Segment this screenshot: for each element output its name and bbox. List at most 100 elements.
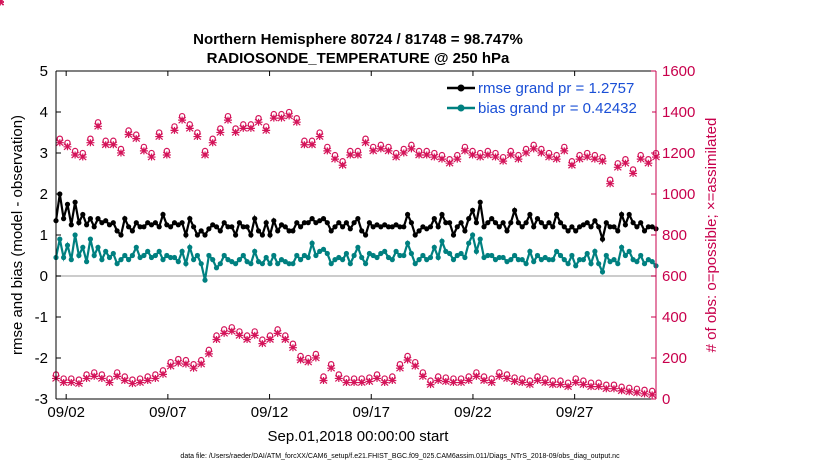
obs-possible-point xyxy=(243,332,252,343)
rmse-point xyxy=(217,228,223,234)
rmse-point xyxy=(492,220,499,226)
bias-point xyxy=(64,242,71,248)
obs-assimilated-marker xyxy=(625,388,634,396)
rmse-point xyxy=(489,216,495,222)
bias-point xyxy=(152,252,158,259)
bias-point xyxy=(603,252,609,259)
rmse-point xyxy=(481,224,487,230)
obs-possible-point xyxy=(422,147,431,159)
obs-possible-point xyxy=(124,127,133,138)
bias-point xyxy=(290,261,296,267)
bias-point xyxy=(122,252,128,259)
obs-possible-point xyxy=(537,145,546,157)
bias-point xyxy=(588,261,594,267)
obs-possible-point xyxy=(583,149,592,161)
obs-assimilated-marker xyxy=(308,141,317,149)
rmse-point xyxy=(122,216,128,222)
bias-point xyxy=(133,244,139,250)
bias-point xyxy=(615,261,621,267)
obs-assimilated-marker xyxy=(629,169,638,177)
obs-possible-point xyxy=(330,151,339,163)
obs-possible-point xyxy=(78,149,87,161)
obs-possible-point xyxy=(120,373,129,384)
y2-tick-label: 400 xyxy=(662,309,687,326)
plot-background xyxy=(56,71,656,399)
obs-possible-point xyxy=(395,361,404,372)
obs-possible-point xyxy=(269,110,278,122)
bias-point xyxy=(217,261,223,267)
bias-point xyxy=(523,261,529,267)
rmse-point xyxy=(259,232,265,238)
rmse-point xyxy=(263,220,269,226)
obs-possible-point xyxy=(189,361,198,372)
obs-possible-point xyxy=(445,155,454,167)
rmse-point xyxy=(569,224,575,230)
bias-point xyxy=(198,261,204,267)
obs-assimilated-marker xyxy=(365,378,374,386)
rmse-point xyxy=(141,224,147,230)
obs-possible-point xyxy=(384,143,393,155)
obs-assimilated-marker xyxy=(407,145,416,153)
obs-possible-point xyxy=(373,371,382,382)
bias-point xyxy=(332,257,338,263)
y-tick-label: 3 xyxy=(40,145,48,162)
rmse-point xyxy=(431,216,437,222)
rmse-point xyxy=(221,220,227,226)
rmse-point xyxy=(619,211,625,218)
obs-assimilated-marker xyxy=(590,155,599,163)
obs-possible-point xyxy=(533,373,542,384)
obs-possible-point xyxy=(369,143,378,155)
rmse-point xyxy=(286,228,292,234)
bias-point xyxy=(282,259,288,265)
obs-possible-point xyxy=(522,145,531,157)
y-tick-label: 4 xyxy=(40,104,48,121)
bias-point xyxy=(106,254,113,261)
bias-point xyxy=(626,248,632,254)
obs-assimilated-marker xyxy=(216,128,225,136)
bias-point xyxy=(565,261,571,267)
obs-possible-point xyxy=(491,149,500,161)
bias-point xyxy=(443,248,449,254)
obs-possible-point xyxy=(159,367,168,378)
obs-assimilated-marker xyxy=(369,147,378,155)
obs-possible-point xyxy=(434,373,443,384)
rmse-point xyxy=(61,216,67,222)
bias-point xyxy=(473,248,479,254)
rmse-point xyxy=(252,216,258,222)
obs-assimilated-marker xyxy=(583,153,592,161)
obs-assimilated-marker xyxy=(269,114,278,122)
obs-possible-point xyxy=(483,147,492,159)
obs-possible-point xyxy=(71,147,80,159)
y2-axis-label: # of obs: o=possible; ×=assimilated xyxy=(703,118,720,353)
bias-point xyxy=(393,248,399,254)
rmse-point xyxy=(114,228,120,234)
bias-point xyxy=(500,254,506,261)
obs-possible-point xyxy=(529,141,538,153)
bias-point xyxy=(156,248,162,254)
obs-possible-point xyxy=(476,149,485,161)
obs-possible-point xyxy=(418,369,427,380)
obs-assimilated-marker xyxy=(63,143,72,151)
obs-assimilated-marker xyxy=(136,379,145,387)
rmse-point xyxy=(160,211,166,218)
rmse-point xyxy=(641,228,648,234)
obs-assimilated-marker xyxy=(97,374,106,382)
obs-assimilated-marker xyxy=(437,155,446,163)
bias-point xyxy=(255,259,262,265)
bias-point xyxy=(126,257,132,263)
rmse-point xyxy=(485,220,491,226)
bias-point xyxy=(427,254,434,261)
rmse-point xyxy=(366,220,372,226)
obs-assimilated-marker xyxy=(185,124,194,132)
bias-point xyxy=(233,261,239,267)
rmse-point xyxy=(305,220,311,226)
obs-possible-point xyxy=(388,373,397,384)
obs-possible-point xyxy=(621,155,630,167)
obs-possible-point xyxy=(571,375,580,387)
rmse-point xyxy=(378,224,384,230)
bias-point xyxy=(542,254,548,261)
rmse-point xyxy=(152,220,158,226)
obs-possible-point xyxy=(220,326,229,337)
obs-possible-point xyxy=(575,151,584,163)
obs-possible-point xyxy=(376,141,385,153)
